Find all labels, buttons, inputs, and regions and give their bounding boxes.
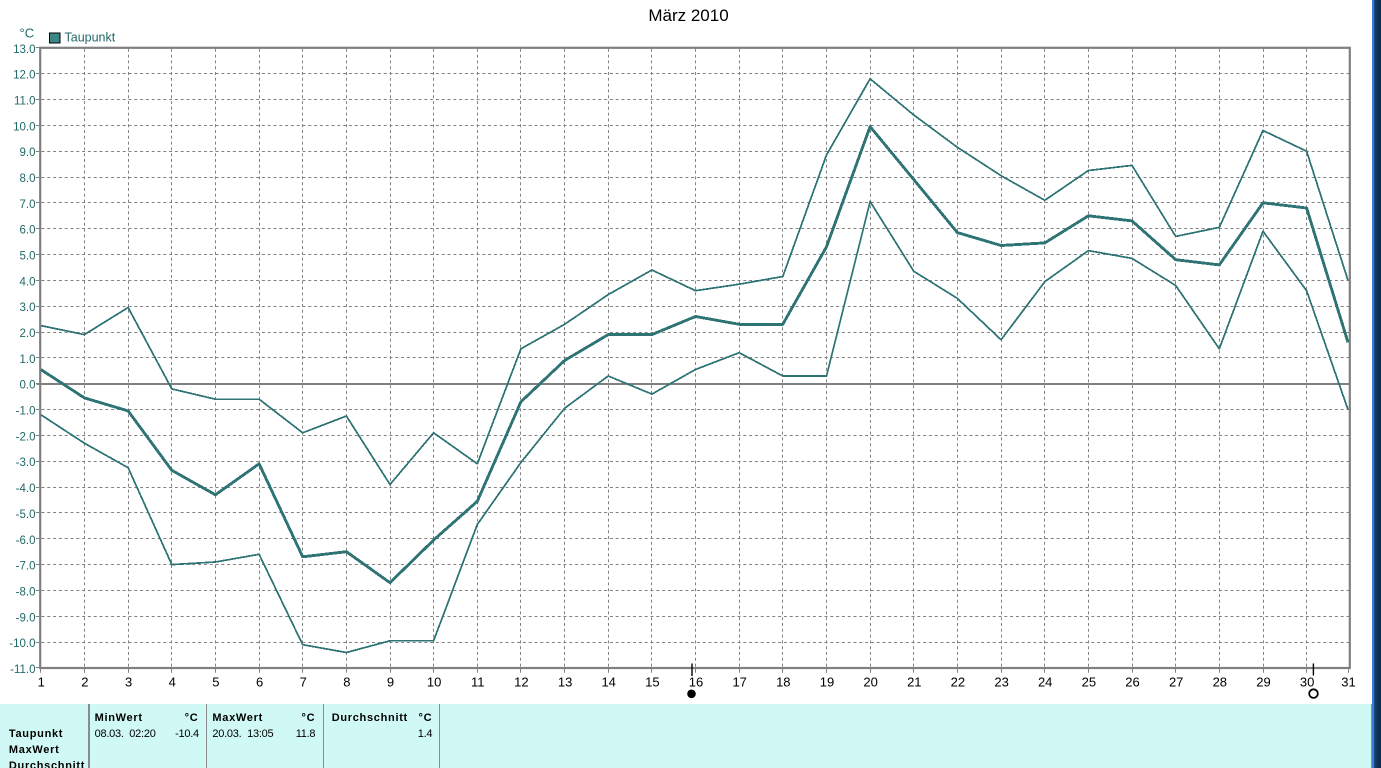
- svg-text:20: 20: [863, 675, 877, 690]
- svg-text:31: 31: [1341, 675, 1355, 690]
- svg-text:12: 12: [514, 675, 528, 690]
- svg-text:-8.0: -8.0: [16, 586, 36, 598]
- svg-text:19: 19: [820, 675, 834, 690]
- svg-text:2: 2: [81, 675, 88, 690]
- svg-text:8: 8: [343, 675, 350, 690]
- svg-text:29: 29: [1256, 675, 1270, 690]
- svg-text:13: 13: [558, 675, 572, 690]
- svg-text:11: 11: [471, 675, 485, 690]
- svg-text:-4.0: -4.0: [16, 483, 36, 495]
- svg-text:28: 28: [1213, 675, 1227, 690]
- svg-text:16: 16: [689, 675, 703, 690]
- svg-text:-1.0: -1.0: [16, 406, 36, 418]
- svg-text:7.0: 7.0: [20, 199, 36, 211]
- svg-text:-7.0: -7.0: [16, 561, 36, 573]
- svg-text:1: 1: [38, 675, 45, 690]
- svg-text:-3.0: -3.0: [16, 457, 36, 469]
- svg-text:0.0: 0.0: [20, 380, 36, 392]
- svg-text:12.0: 12.0: [13, 70, 35, 82]
- svg-text:15: 15: [645, 675, 659, 690]
- svg-text:März 2010: März 2010: [648, 6, 728, 25]
- svg-text:4.0: 4.0: [20, 276, 36, 288]
- svg-text:3: 3: [125, 675, 132, 690]
- svg-text:22: 22: [951, 675, 965, 690]
- svg-text:7: 7: [300, 675, 307, 690]
- svg-text:23: 23: [994, 675, 1008, 690]
- svg-text:6: 6: [256, 675, 263, 690]
- svg-text:Taupunkt: Taupunkt: [65, 31, 116, 45]
- svg-text:11.0: 11.0: [14, 96, 36, 108]
- svg-text:1.0: 1.0: [20, 354, 36, 366]
- svg-text:6.0: 6.0: [20, 225, 36, 237]
- svg-text:26: 26: [1125, 675, 1139, 690]
- svg-text:27: 27: [1169, 675, 1183, 690]
- svg-text:10: 10: [427, 675, 441, 690]
- svg-text:9.0: 9.0: [20, 147, 36, 159]
- svg-text:14: 14: [601, 675, 615, 690]
- svg-text:30: 30: [1300, 675, 1314, 690]
- svg-text:4: 4: [169, 675, 176, 690]
- svg-text:2.0: 2.0: [20, 328, 36, 340]
- svg-text:°C: °C: [20, 26, 35, 41]
- svg-text:25: 25: [1082, 675, 1096, 690]
- svg-text:5: 5: [212, 675, 219, 690]
- svg-text:8.0: 8.0: [20, 173, 36, 185]
- svg-text:-5.0: -5.0: [16, 509, 36, 521]
- svg-text:9: 9: [387, 675, 394, 690]
- svg-text:-10.0: -10.0: [9, 638, 35, 650]
- svg-text:-2.0: -2.0: [16, 431, 36, 443]
- svg-text:21: 21: [907, 675, 921, 690]
- svg-text:18: 18: [776, 675, 790, 690]
- svg-text:3.0: 3.0: [20, 302, 36, 314]
- svg-text:13.0: 13.0: [13, 44, 35, 56]
- svg-text:-11.0: -11.0: [10, 664, 35, 676]
- svg-text:10.0: 10.0: [13, 121, 35, 133]
- svg-text:-6.0: -6.0: [16, 535, 36, 547]
- svg-text:17: 17: [732, 675, 746, 690]
- svg-text:5.0: 5.0: [20, 251, 36, 263]
- svg-text:-9.0: -9.0: [16, 612, 36, 624]
- svg-text:24: 24: [1038, 675, 1052, 690]
